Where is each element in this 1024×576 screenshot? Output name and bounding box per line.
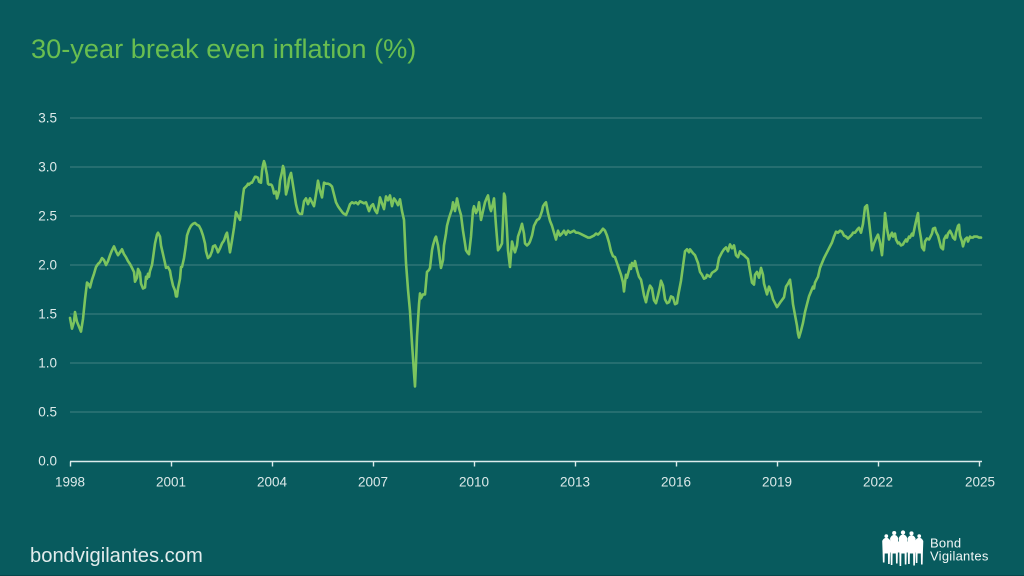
svg-text:Vigilantes: Vigilantes: [930, 549, 989, 564]
svg-text:2013: 2013: [560, 475, 590, 490]
svg-text:2.0: 2.0: [38, 258, 57, 273]
svg-text:2019: 2019: [762, 475, 792, 490]
svg-text:2.5: 2.5: [38, 209, 57, 224]
svg-text:2022: 2022: [863, 475, 893, 490]
svg-text:2007: 2007: [358, 475, 388, 490]
svg-text:0.0: 0.0: [38, 454, 57, 469]
svg-text:2004: 2004: [257, 475, 288, 490]
svg-text:Bond: Bond: [930, 536, 961, 551]
svg-text:3.0: 3.0: [38, 160, 57, 175]
svg-text:1.5: 1.5: [38, 307, 57, 322]
svg-text:2025: 2025: [965, 475, 995, 490]
svg-text:2010: 2010: [459, 475, 489, 490]
svg-text:2016: 2016: [661, 475, 691, 490]
svg-text:1998: 1998: [55, 475, 85, 490]
svg-text:3.5: 3.5: [38, 111, 57, 126]
svg-text:2001: 2001: [156, 475, 186, 490]
svg-text:1.0: 1.0: [38, 356, 57, 371]
svg-text:0.5: 0.5: [38, 405, 57, 420]
